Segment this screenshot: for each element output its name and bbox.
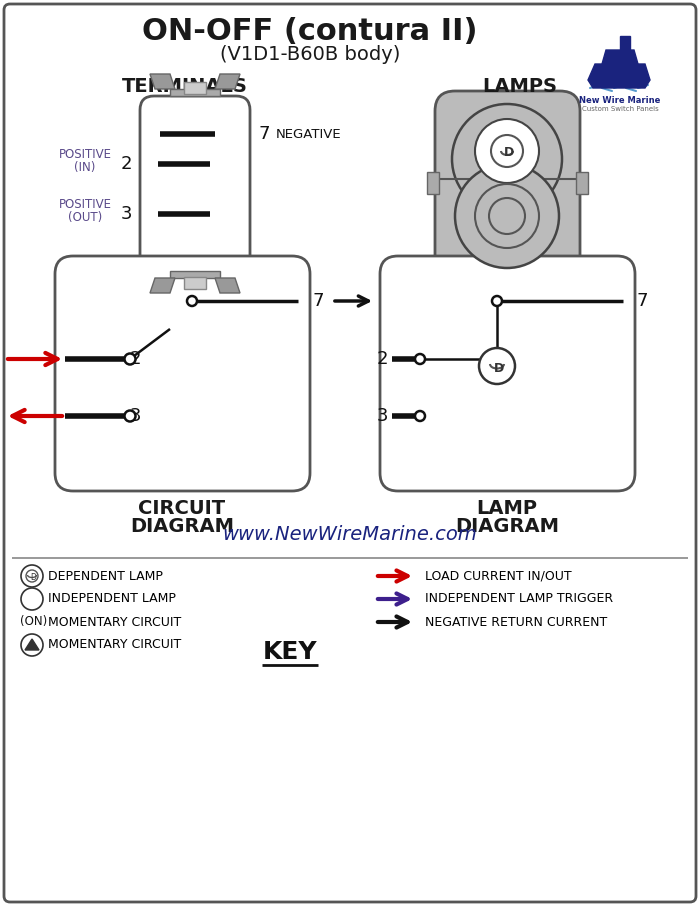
Bar [184, 82, 206, 94]
Text: ON-OFF (contura II): ON-OFF (contura II) [142, 17, 477, 46]
Circle shape [489, 198, 525, 234]
Polygon shape [215, 278, 240, 293]
Text: 7: 7 [258, 125, 270, 143]
Circle shape [21, 565, 43, 587]
Circle shape [475, 119, 539, 183]
Circle shape [452, 104, 562, 214]
Text: i: i [30, 593, 34, 605]
Bar [184, 277, 206, 289]
Text: NEGATIVE: NEGATIVE [276, 128, 342, 140]
Text: MOMENTARY CIRCUIT: MOMENTARY CIRCUIT [48, 639, 181, 651]
Polygon shape [150, 74, 175, 89]
Text: KEY: KEY [262, 640, 317, 664]
Text: (ON): (ON) [20, 615, 48, 629]
Text: LAMPS: LAMPS [482, 76, 557, 95]
Text: LAMP: LAMP [477, 499, 538, 518]
Polygon shape [150, 278, 175, 293]
Text: POSITIVE: POSITIVE [59, 198, 111, 210]
Bar [576, 172, 588, 194]
FancyBboxPatch shape [435, 91, 580, 276]
Circle shape [21, 634, 43, 656]
Circle shape [187, 296, 197, 306]
FancyBboxPatch shape [380, 256, 635, 491]
FancyBboxPatch shape [140, 96, 250, 271]
Circle shape [455, 164, 559, 268]
Circle shape [125, 410, 136, 421]
Polygon shape [588, 64, 650, 80]
Text: 3: 3 [377, 407, 388, 425]
Circle shape [415, 354, 425, 364]
Text: 2: 2 [130, 350, 141, 368]
Polygon shape [25, 639, 39, 650]
Circle shape [125, 353, 136, 364]
Circle shape [26, 570, 38, 582]
Text: 3: 3 [120, 205, 132, 223]
Circle shape [21, 588, 43, 610]
Text: INDEPENDENT LAMP: INDEPENDENT LAMP [48, 593, 176, 605]
Text: (OUT): (OUT) [68, 210, 102, 224]
Circle shape [492, 296, 502, 306]
Text: (IN): (IN) [74, 160, 96, 174]
Circle shape [415, 411, 425, 421]
Text: TERMINALS: TERMINALS [122, 76, 248, 95]
Text: 7: 7 [312, 292, 323, 310]
Polygon shape [215, 74, 240, 89]
Text: (V1D1-B60B body): (V1D1-B60B body) [220, 45, 400, 64]
Text: DIAGRAM: DIAGRAM [130, 517, 234, 536]
Text: New Wire Marine: New Wire Marine [580, 96, 661, 105]
Text: INDEPENDENT LAMP TRIGGER: INDEPENDENT LAMP TRIGGER [425, 593, 613, 605]
Polygon shape [602, 50, 638, 64]
Text: POSITIVE: POSITIVE [59, 148, 111, 160]
Bar [170, 89, 220, 96]
Text: www.NewWireMarine.com: www.NewWireMarine.com [223, 525, 477, 544]
Text: DIAGRAM: DIAGRAM [455, 517, 559, 536]
Text: 2: 2 [120, 155, 132, 173]
Bar [620, 36, 630, 50]
Text: Custom Switch Panels: Custom Switch Panels [582, 106, 659, 112]
Text: D: D [494, 361, 504, 374]
Text: 7: 7 [637, 292, 648, 310]
Text: MOMENTARY CIRCUIT: MOMENTARY CIRCUIT [48, 615, 181, 629]
Bar [427, 172, 439, 194]
Text: CIRCUIT: CIRCUIT [139, 499, 225, 518]
Bar [170, 271, 220, 278]
Polygon shape [588, 80, 650, 88]
Text: LOAD CURRENT IN/OUT: LOAD CURRENT IN/OUT [425, 570, 572, 583]
Circle shape [491, 135, 523, 167]
Circle shape [475, 184, 539, 248]
Text: D: D [30, 573, 36, 583]
Text: D: D [504, 147, 514, 159]
Text: 2: 2 [377, 350, 388, 368]
FancyBboxPatch shape [55, 256, 310, 491]
Circle shape [479, 348, 515, 384]
Text: NEGATIVE RETURN CURRENT: NEGATIVE RETURN CURRENT [425, 615, 608, 629]
Text: 3: 3 [130, 407, 141, 425]
Text: DEPENDENT LAMP: DEPENDENT LAMP [48, 570, 163, 583]
